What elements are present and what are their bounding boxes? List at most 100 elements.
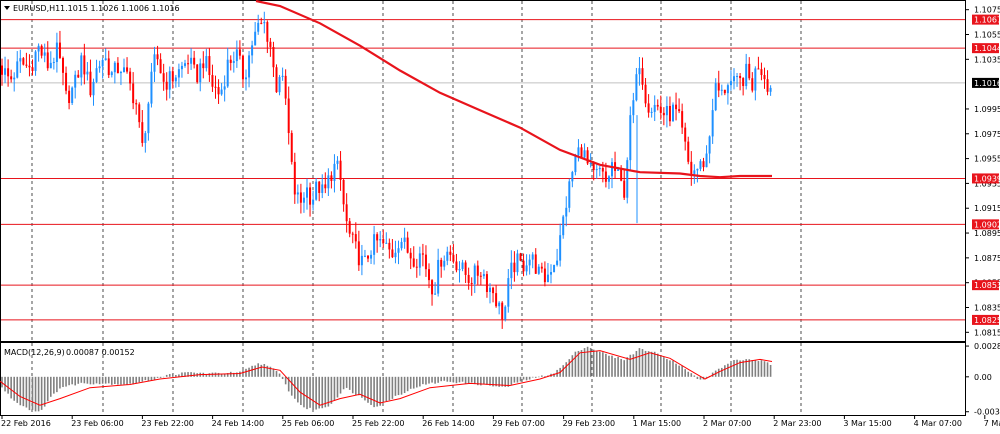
macd-bar <box>287 376 290 392</box>
candle-body <box>95 68 98 82</box>
candle-body <box>315 181 318 200</box>
candle-body <box>132 83 135 104</box>
macd-bar <box>696 376 699 380</box>
candle-body <box>342 179 345 205</box>
level-price-tag <box>972 173 999 184</box>
macd-bar <box>120 376 122 385</box>
candle-body <box>360 255 363 266</box>
macd-bar <box>266 365 269 377</box>
macd-bar <box>525 376 528 381</box>
macd-bar <box>391 376 394 399</box>
candle-body <box>504 306 507 320</box>
macd-bar <box>595 350 598 377</box>
candle-body <box>248 55 251 78</box>
candle-body <box>174 77 177 82</box>
macd-bar <box>165 374 168 377</box>
macd-bar <box>13 376 15 401</box>
macd-bar <box>647 351 650 377</box>
time-tick-label: 4 Mar 07:00 <box>914 419 962 428</box>
macd-bar <box>541 375 543 377</box>
candle-body <box>235 49 238 62</box>
candle-body <box>556 260 559 265</box>
macd-bar <box>101 376 104 384</box>
candle-body <box>507 278 510 307</box>
candle-body <box>309 187 312 205</box>
candle-body <box>540 266 543 269</box>
candle-body <box>37 45 40 52</box>
macd-bar <box>687 371 690 377</box>
candle-body <box>489 287 491 293</box>
macd-bar <box>409 376 412 389</box>
candle-body <box>1 65 3 75</box>
macd-bar <box>7 376 9 394</box>
price-tick-label: 1.1055 <box>974 31 1000 40</box>
candle-body <box>424 254 427 270</box>
candle-body <box>519 253 522 261</box>
candle-body <box>89 71 92 96</box>
price-tick-label: 1.0935 <box>974 179 1000 188</box>
dropdown-triangle-icon[interactable] <box>4 6 10 10</box>
candle-body <box>49 62 52 69</box>
macd-bar <box>745 359 747 377</box>
macd-bar <box>580 350 583 377</box>
candle-body <box>80 55 83 78</box>
candle-body <box>101 60 104 67</box>
macd-bar <box>150 376 153 381</box>
macd-bar <box>669 360 671 377</box>
candle-body <box>13 77 16 80</box>
candle-body <box>687 141 690 162</box>
macd-bar <box>162 376 165 378</box>
macd-bar <box>498 376 500 387</box>
candle-body <box>229 59 232 63</box>
candle-body <box>653 104 656 112</box>
macd-bar <box>385 376 388 402</box>
candle-body <box>263 22 266 24</box>
macd-bar <box>53 376 55 394</box>
macd-bar <box>519 376 522 382</box>
level-price-tag-label: 1.0825 <box>974 316 1000 325</box>
macd-bar <box>37 376 40 412</box>
macd-bar <box>92 376 95 385</box>
macd-bar <box>394 376 397 396</box>
candle-body <box>769 87 772 92</box>
macd-bar <box>68 376 70 386</box>
time-tick-label: 3 Mar 15:00 <box>843 419 891 428</box>
macd-bar <box>345 376 348 388</box>
candle-body <box>382 239 385 244</box>
macd-bar <box>25 376 28 408</box>
time-axis: 22 Feb 2016 23 Feb 06:00 23 Feb 22:00 24 Fe… <box>1 415 1000 428</box>
candle-body <box>665 105 668 116</box>
candle-body <box>537 266 540 274</box>
macd-bar <box>358 376 360 396</box>
macd-bar <box>348 376 351 390</box>
candle-body <box>217 87 220 95</box>
candle-body <box>92 81 95 96</box>
moving-average-line <box>255 0 772 179</box>
macd-bar <box>571 355 574 377</box>
macd-bar <box>382 376 385 403</box>
macd-bar <box>477 376 479 386</box>
candle-body <box>726 85 729 94</box>
candle-body <box>397 248 400 253</box>
macd-bar <box>71 376 73 385</box>
macd-bar <box>751 360 754 377</box>
candle-body <box>757 68 760 70</box>
macd-bar <box>464 376 467 384</box>
macd-bar <box>260 364 263 377</box>
price-tick-label: 1.0955 <box>974 155 1000 164</box>
candle-body <box>736 75 739 77</box>
macd-bar <box>239 371 241 377</box>
level-price-tag-label: 1.0939 <box>974 174 1000 183</box>
macd-bar <box>117 376 119 385</box>
macd-bar <box>333 376 336 401</box>
macd-bar <box>19 376 22 406</box>
candle-body <box>495 293 498 307</box>
candle-body <box>116 62 119 74</box>
macd-bar <box>446 376 449 382</box>
candle-body <box>543 268 546 283</box>
macd-bar <box>412 376 415 389</box>
candle-body <box>373 234 376 255</box>
candle-body <box>129 71 132 84</box>
candle-body <box>531 254 534 260</box>
